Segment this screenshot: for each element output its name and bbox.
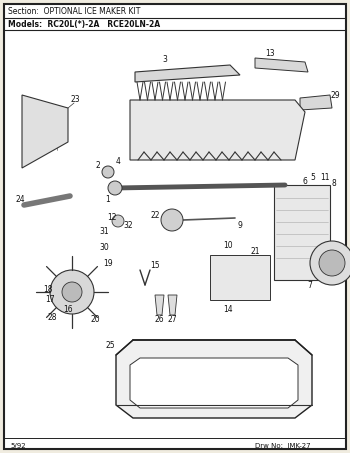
Text: 6: 6 [302, 178, 307, 187]
Text: 30: 30 [99, 244, 109, 252]
Text: 29: 29 [330, 91, 340, 100]
Polygon shape [255, 58, 308, 72]
Text: 16: 16 [63, 305, 73, 314]
Text: 24: 24 [15, 196, 25, 204]
Polygon shape [135, 65, 240, 82]
Text: 1: 1 [106, 196, 110, 204]
Polygon shape [168, 295, 177, 315]
Text: 7: 7 [308, 280, 313, 289]
Text: Section:  OPTIONAL ICE MAKER KIT: Section: OPTIONAL ICE MAKER KIT [8, 6, 140, 15]
Circle shape [50, 270, 94, 314]
Text: 20: 20 [90, 315, 100, 324]
Polygon shape [210, 255, 270, 300]
Text: 9: 9 [238, 221, 243, 230]
Text: 32: 32 [123, 222, 133, 231]
Text: Drw No:  IMK-27: Drw No: IMK-27 [255, 443, 311, 449]
Text: 31: 31 [99, 227, 109, 236]
Polygon shape [130, 100, 305, 160]
Text: 12: 12 [107, 213, 117, 222]
Circle shape [310, 241, 350, 285]
Text: 26: 26 [154, 315, 164, 324]
Polygon shape [116, 340, 312, 418]
Text: 27: 27 [167, 315, 177, 324]
Text: 22: 22 [150, 211, 160, 220]
Text: 15: 15 [150, 260, 160, 270]
Text: 28: 28 [47, 313, 57, 323]
Text: 5/92: 5/92 [10, 443, 26, 449]
Text: 13: 13 [265, 49, 275, 58]
Text: 11: 11 [320, 173, 330, 183]
Text: 5: 5 [310, 173, 315, 183]
Polygon shape [274, 185, 330, 280]
Text: 21: 21 [250, 247, 260, 256]
Circle shape [112, 215, 124, 227]
Polygon shape [130, 358, 298, 408]
Circle shape [108, 181, 122, 195]
Polygon shape [22, 95, 68, 168]
Circle shape [102, 166, 114, 178]
Text: 25: 25 [105, 341, 115, 350]
Text: 23: 23 [70, 96, 80, 105]
Text: 2: 2 [96, 162, 100, 170]
Text: 14: 14 [223, 305, 233, 314]
Text: 10: 10 [223, 241, 233, 250]
Polygon shape [300, 95, 332, 110]
Text: 4: 4 [116, 158, 120, 167]
Circle shape [319, 250, 345, 276]
Text: 3: 3 [162, 56, 167, 64]
Text: 17: 17 [45, 295, 55, 304]
Text: 8: 8 [332, 178, 336, 188]
Text: 18: 18 [43, 285, 53, 294]
Text: 19: 19 [103, 259, 113, 268]
Circle shape [62, 282, 82, 302]
Polygon shape [155, 295, 164, 315]
Circle shape [161, 209, 183, 231]
Text: Models:  RC20L(*)-2A   RCE20LN-2A: Models: RC20L(*)-2A RCE20LN-2A [8, 19, 160, 29]
